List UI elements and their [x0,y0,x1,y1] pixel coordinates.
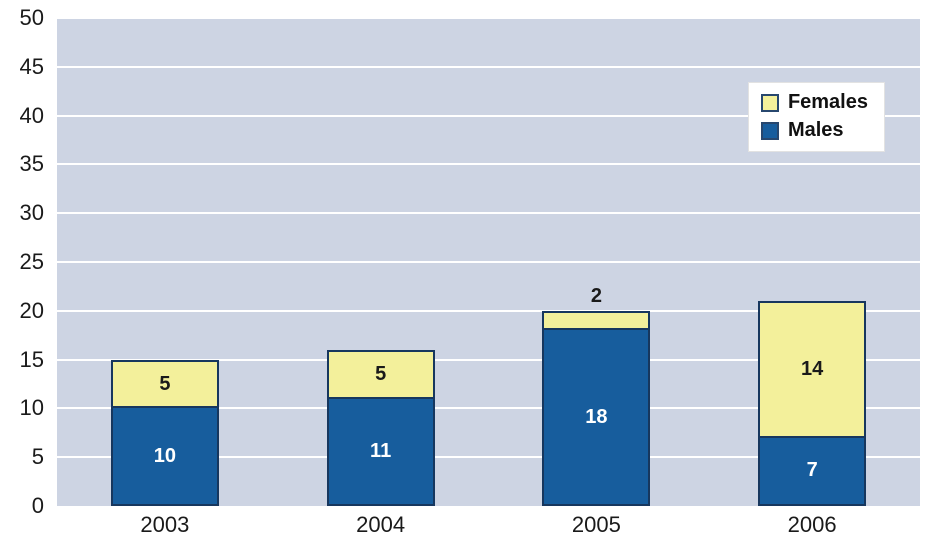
bar-segment-males: 18 [544,330,649,504]
x-axis-tick-label: 2005 [571,512,621,537]
bar-segment-females [544,312,649,331]
x-axis-tick-label: 2004 [356,512,406,537]
bar-segment-males: 7 [760,437,865,504]
y-axis-tick-label: 35 [19,151,44,177]
bar-2006: 14 7 [758,301,867,506]
bar-value-label: 11 [370,439,392,462]
legend-swatch-icon [760,121,779,140]
plot-area: 5 10 5 11 2 18 14 7 [57,17,920,506]
legend-item-females: Females [760,91,868,114]
bar-2003: 5 10 [110,359,219,506]
gridline [57,456,920,459]
bar-segment-females: 14 [760,303,865,438]
x-axis-tick-label: 2003 [140,512,190,537]
bar-value-label: 18 [585,405,608,428]
legend-item-males: Males [760,119,868,142]
y-axis-tick-label: 30 [19,200,44,226]
y-axis-tick-label: 5 [31,444,44,470]
y-axis-tick-label: 50 [19,5,44,30]
y-axis-tick-label: 25 [19,249,44,274]
gridline [57,358,920,361]
legend: Females Males [747,82,885,152]
bar-segment-females: 5 [112,361,217,409]
bar-value-label: 5 [159,372,171,395]
y-axis-tick-label: 10 [19,395,44,421]
gridline [57,17,920,19]
gridline [57,261,920,263]
gridline [57,309,920,312]
bar-value-label: 10 [153,444,176,467]
bar-value-label: 7 [806,459,818,482]
x-axis: 2003 2004 2005 2006 [0,512,929,544]
legend-swatch-icon [760,93,779,112]
y-axis-tick-label: 0 [31,493,44,518]
bar-value-label: 5 [375,362,387,385]
bar-segment-males: 10 [112,408,217,504]
y-axis-tick-label: 45 [19,53,44,79]
y-axis: 0 5 10 15 20 25 30 35 40 45 50 [0,5,50,518]
bar-segment-males: 11 [328,398,433,504]
y-axis-tick-label: 20 [19,297,44,323]
bar-2005: 2 18 [542,285,651,506]
gridline [57,407,920,410]
y-axis-tick-label: 15 [19,346,44,372]
x-axis-tick-label: 2006 [787,512,837,537]
gridline [57,114,920,117]
gridline [57,163,920,166]
bar-2004: 5 11 [326,349,435,506]
gridline [57,65,920,68]
bar-value-label: 14 [801,357,824,380]
gridline [57,212,920,215]
legend-label: Males [787,119,844,141]
legend-label: Females [787,91,868,113]
bar-value-label-above: 2 [590,284,602,307]
bar-segment-females: 5 [328,351,433,399]
y-axis-tick-label: 40 [19,102,44,128]
